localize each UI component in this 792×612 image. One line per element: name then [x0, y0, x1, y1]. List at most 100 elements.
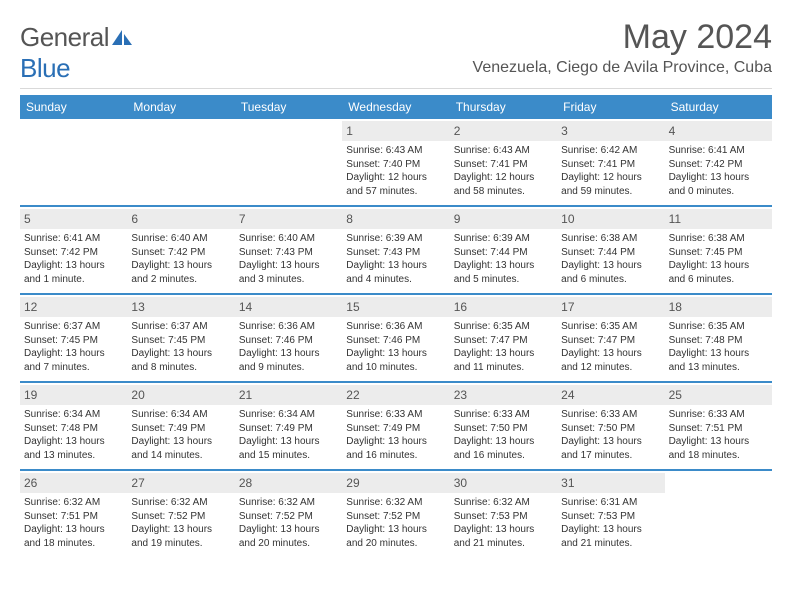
sunrise-text: Sunrise: 6:40 AM [131, 232, 230, 246]
day-cell: 20 Sunrise: 6:34 AMSunset: 7:49 PMDayligh… [127, 383, 234, 469]
title-block: May 2024 Venezuela, Ciego de Avila Provi… [473, 18, 772, 77]
day-number: 19 [20, 385, 127, 405]
sunset-text: Sunset: 7:52 PM [131, 510, 230, 524]
day-cell: 10Sunrise: 6:38 AMSunset: 7:44 PMDayligh… [557, 207, 664, 293]
daylight-text: Daylight: 13 hours and 15 minutes. [239, 435, 338, 462]
daylight-text: Daylight: 13 hours and 14 minutes. [131, 435, 230, 462]
sunrise-text: Sunrise: 6:39 AM [454, 232, 553, 246]
daylight-text: Daylight: 12 hours and 59 minutes. [561, 171, 660, 198]
sunset-text: Sunset: 7:53 PM [561, 510, 660, 524]
sunset-text: Sunset: 7:49 PM [239, 422, 338, 436]
day-number: 3 [557, 121, 664, 141]
day-cell: . [665, 471, 772, 557]
daylight-text: Daylight: 13 hours and 12 minutes. [561, 347, 660, 374]
daylight-text: Daylight: 13 hours and 20 minutes. [239, 523, 338, 550]
sunrise-text: Sunrise: 6:38 AM [669, 232, 768, 246]
day-number: 30 [450, 473, 557, 493]
week-row: 12Sunrise: 6:37 AMSunset: 7:45 PMDayligh… [20, 295, 772, 383]
daylight-text: Daylight: 13 hours and 5 minutes. [454, 259, 553, 286]
day-number: 15 [342, 297, 449, 317]
sunset-text: Sunset: 7:48 PM [669, 334, 768, 348]
sunset-text: Sunset: 7:44 PM [561, 246, 660, 260]
brand-part2: Blue [20, 53, 70, 83]
day-cell: . [235, 119, 342, 205]
daylight-text: Daylight: 12 hours and 57 minutes. [346, 171, 445, 198]
daylight-text: Daylight: 13 hours and 16 minutes. [454, 435, 553, 462]
sunrise-text: Sunrise: 6:33 AM [346, 408, 445, 422]
weekday-header: Sunday [20, 95, 127, 119]
daylight-text: Daylight: 13 hours and 11 minutes. [454, 347, 553, 374]
weekday-header: Friday [557, 95, 664, 119]
day-cell: 19Sunrise: 6:34 AMSunset: 7:48 PMDayligh… [20, 383, 127, 469]
sunset-text: Sunset: 7:43 PM [239, 246, 338, 260]
daylight-text: Daylight: 13 hours and 3 minutes. [239, 259, 338, 286]
brand-text: GeneralBlue [20, 22, 133, 84]
sunrise-text: Sunrise: 6:41 AM [669, 144, 768, 158]
sunrise-text: Sunrise: 6:37 AM [131, 320, 230, 334]
day-cell: . [127, 119, 234, 205]
sunset-text: Sunset: 7:43 PM [346, 246, 445, 260]
header-row: GeneralBlue May 2024 Venezuela, Ciego de… [20, 18, 772, 84]
day-number: 5 [20, 209, 127, 229]
sunrise-text: Sunrise: 6:35 AM [561, 320, 660, 334]
day-number: 9 [450, 209, 557, 229]
sunset-text: Sunset: 7:47 PM [454, 334, 553, 348]
sunset-text: Sunset: 7:45 PM [131, 334, 230, 348]
daylight-text: Daylight: 13 hours and 16 minutes. [346, 435, 445, 462]
sunset-text: Sunset: 7:49 PM [131, 422, 230, 436]
month-title: May 2024 [473, 18, 772, 57]
daylight-text: Daylight: 13 hours and 13 minutes. [669, 347, 768, 374]
day-cell: 17Sunrise: 6:35 AMSunset: 7:47 PMDayligh… [557, 295, 664, 381]
sunrise-text: Sunrise: 6:32 AM [454, 496, 553, 510]
sunrise-text: Sunrise: 6:34 AM [131, 408, 230, 422]
day-number: 27 [127, 473, 234, 493]
week-row: 19Sunrise: 6:34 AMSunset: 7:48 PMDayligh… [20, 383, 772, 471]
sunset-text: Sunset: 7:50 PM [454, 422, 553, 436]
sunrise-text: Sunrise: 6:34 AM [239, 408, 338, 422]
day-cell: 18Sunrise: 6:35 AMSunset: 7:48 PMDayligh… [665, 295, 772, 381]
sunrise-text: Sunrise: 6:37 AM [24, 320, 123, 334]
sunset-text: Sunset: 7:44 PM [454, 246, 553, 260]
sunset-text: Sunset: 7:53 PM [454, 510, 553, 524]
calendar: SundayMondayTuesdayWednesdayThursdayFrid… [20, 95, 772, 557]
sunrise-text: Sunrise: 6:40 AM [239, 232, 338, 246]
sunrise-text: Sunrise: 6:33 AM [454, 408, 553, 422]
week-row: ...1Sunrise: 6:43 AMSunset: 7:40 PMDayli… [20, 119, 772, 207]
sunrise-text: Sunrise: 6:39 AM [346, 232, 445, 246]
day-number: 2 [450, 121, 557, 141]
sunrise-text: Sunrise: 6:33 AM [561, 408, 660, 422]
day-cell: 22Sunrise: 6:33 AMSunset: 7:49 PMDayligh… [342, 383, 449, 469]
brand-part1: General [20, 22, 109, 52]
day-cell: 7Sunrise: 6:40 AMSunset: 7:43 PMDaylight… [235, 207, 342, 293]
day-number: 11 [665, 209, 772, 229]
day-cell: 8Sunrise: 6:39 AMSunset: 7:43 PMDaylight… [342, 207, 449, 293]
daylight-text: Daylight: 13 hours and 21 minutes. [454, 523, 553, 550]
day-number: 12 [20, 297, 127, 317]
day-cell: 13Sunrise: 6:37 AMSunset: 7:45 PMDayligh… [127, 295, 234, 381]
sunrise-text: Sunrise: 6:34 AM [24, 408, 123, 422]
day-cell: 23Sunrise: 6:33 AMSunset: 7:50 PMDayligh… [450, 383, 557, 469]
day-number: 24 [557, 385, 664, 405]
brand-logo: GeneralBlue [20, 18, 133, 84]
day-cell: 26Sunrise: 6:32 AMSunset: 7:51 PMDayligh… [20, 471, 127, 557]
day-number: 14 [235, 297, 342, 317]
sunset-text: Sunset: 7:51 PM [24, 510, 123, 524]
sunset-text: Sunset: 7:51 PM [669, 422, 768, 436]
day-cell: 12Sunrise: 6:37 AMSunset: 7:45 PMDayligh… [20, 295, 127, 381]
day-number: 31 [557, 473, 664, 493]
day-number: 16 [450, 297, 557, 317]
sunrise-text: Sunrise: 6:33 AM [669, 408, 768, 422]
weekday-header: Saturday [665, 95, 772, 119]
day-number: 6 [127, 209, 234, 229]
sunset-text: Sunset: 7:52 PM [239, 510, 338, 524]
daylight-text: Daylight: 13 hours and 4 minutes. [346, 259, 445, 286]
day-number: 26 [20, 473, 127, 493]
sunrise-text: Sunrise: 6:35 AM [454, 320, 553, 334]
day-number: 20 [127, 385, 234, 405]
day-cell: 1Sunrise: 6:43 AMSunset: 7:40 PMDaylight… [342, 119, 449, 205]
sunrise-text: Sunrise: 6:36 AM [239, 320, 338, 334]
daylight-text: Daylight: 13 hours and 1 minute. [24, 259, 123, 286]
day-number: 1 [342, 121, 449, 141]
day-cell: 28Sunrise: 6:32 AMSunset: 7:52 PMDayligh… [235, 471, 342, 557]
day-cell: 30 Sunrise: 6:32 AMSunset: 7:53 PMDayligh… [450, 471, 557, 557]
